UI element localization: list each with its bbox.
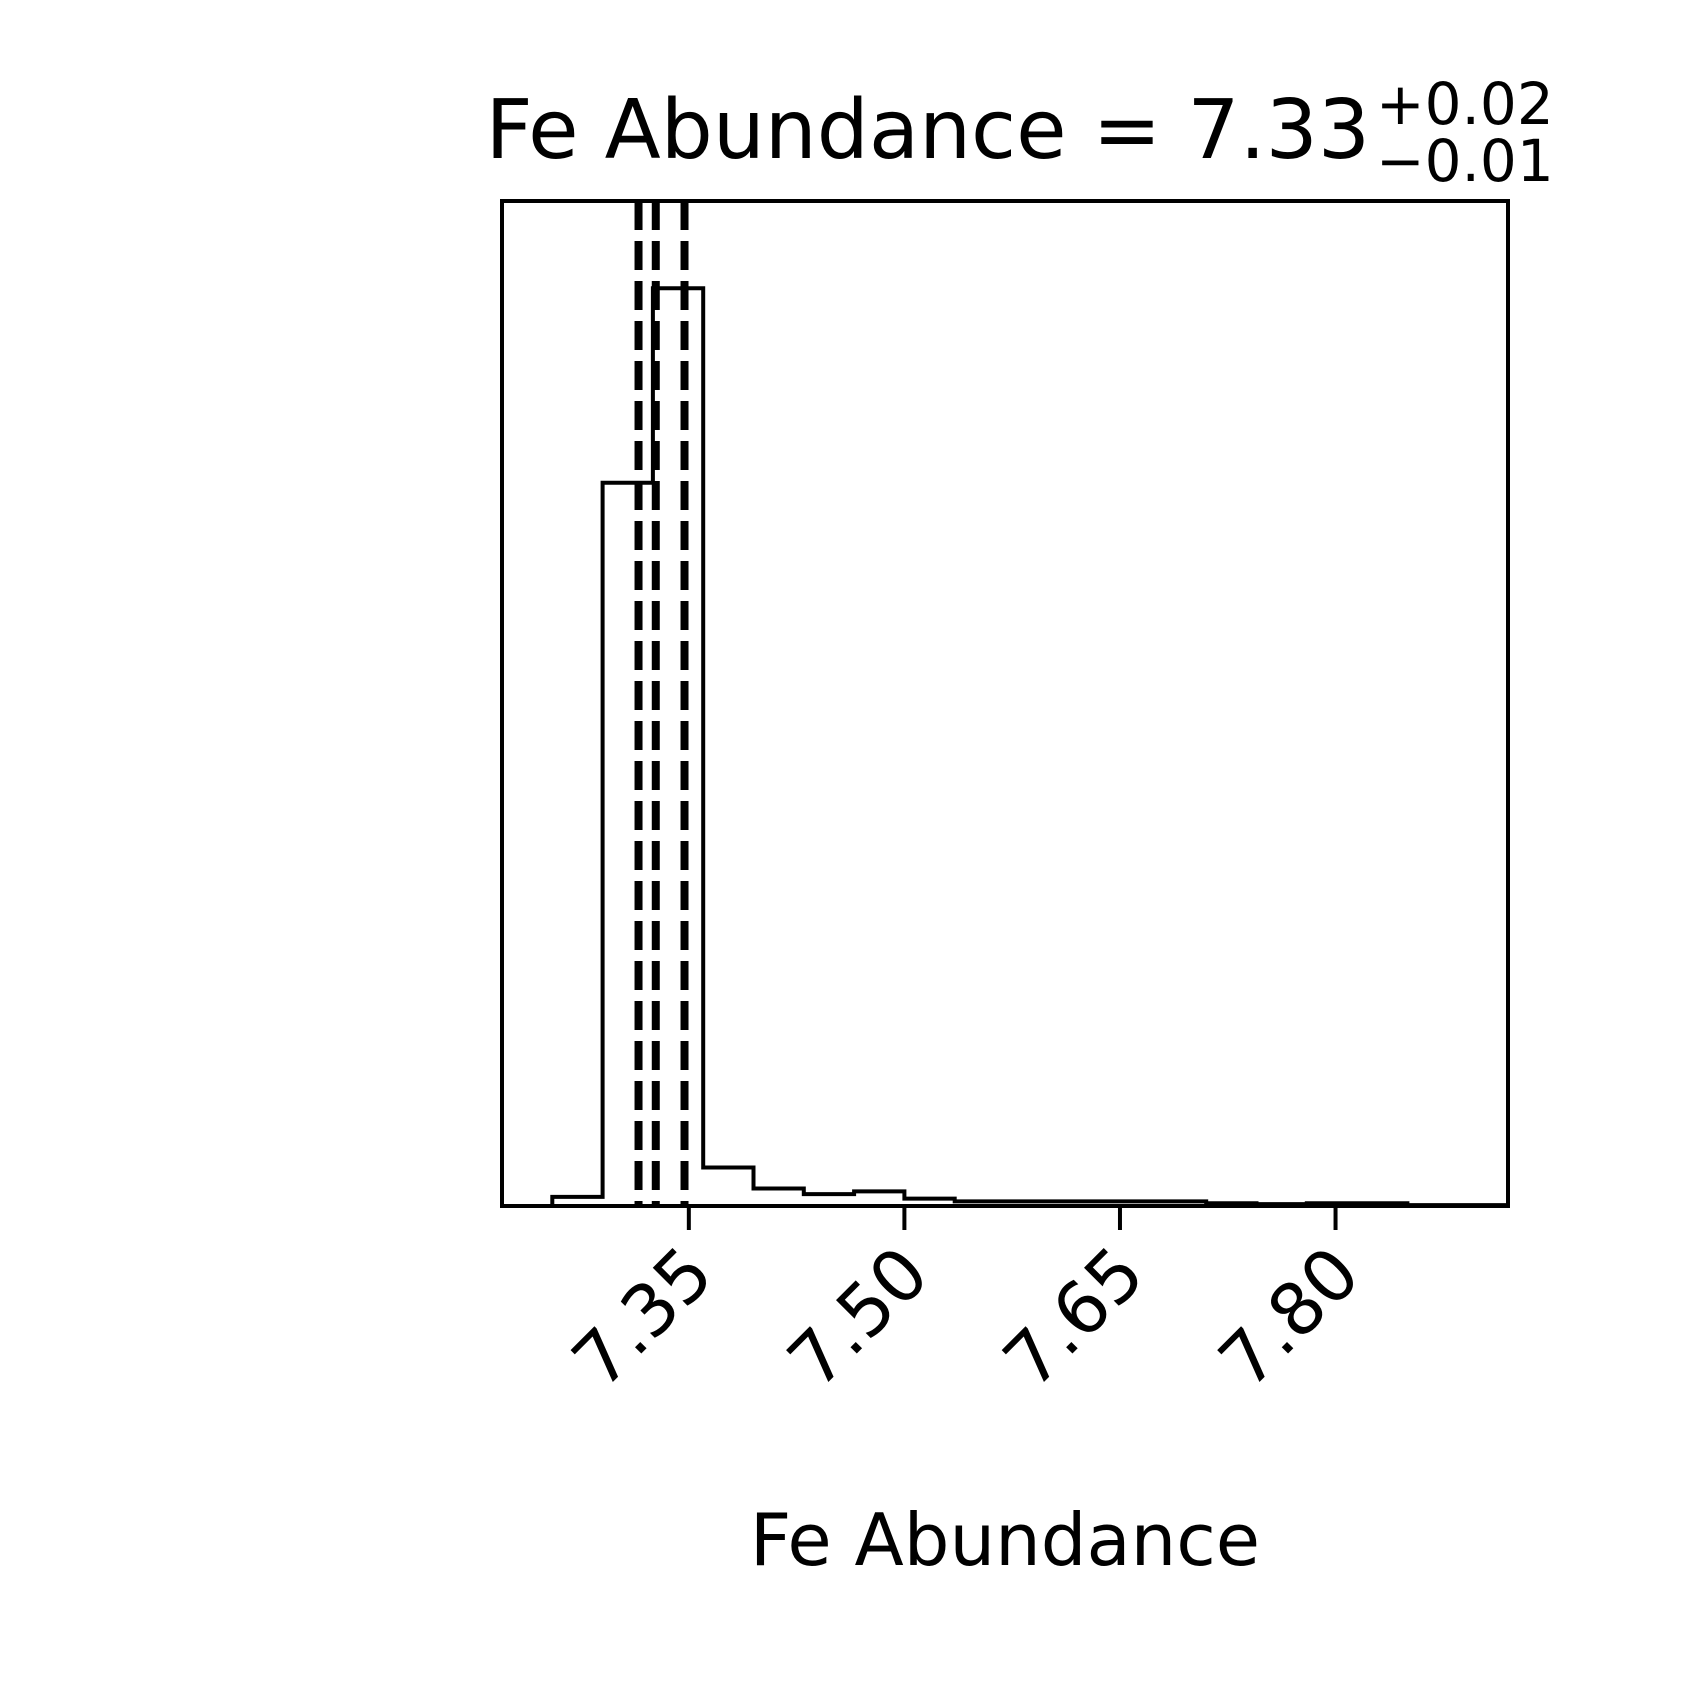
chart-title-upper-error: +0.02 — [1376, 70, 1554, 138]
x-tick-label-1: 7.35 — [556, 1231, 729, 1404]
chart-title: Fe Abundance = 7.33 — [485, 83, 1370, 178]
plot-area — [502, 201, 1510, 1208]
histogram-outline — [502, 286, 1510, 1208]
axes-frame — [500, 199, 1510, 1208]
x-tick-label-3: 7.65 — [987, 1231, 1160, 1404]
chart-title-lower-error: −0.01 — [1376, 127, 1554, 195]
x-axis-ticks: 7.35 7.50 7.65 7.80 — [556, 1206, 1376, 1404]
chart-title-main: Fe Abundance = 7.33 — [485, 83, 1370, 178]
x-axis-label: Fe Abundance — [750, 1498, 1260, 1582]
x-tick-label-4: 7.80 — [1203, 1231, 1376, 1404]
x-tick-label-2: 7.50 — [772, 1231, 945, 1404]
